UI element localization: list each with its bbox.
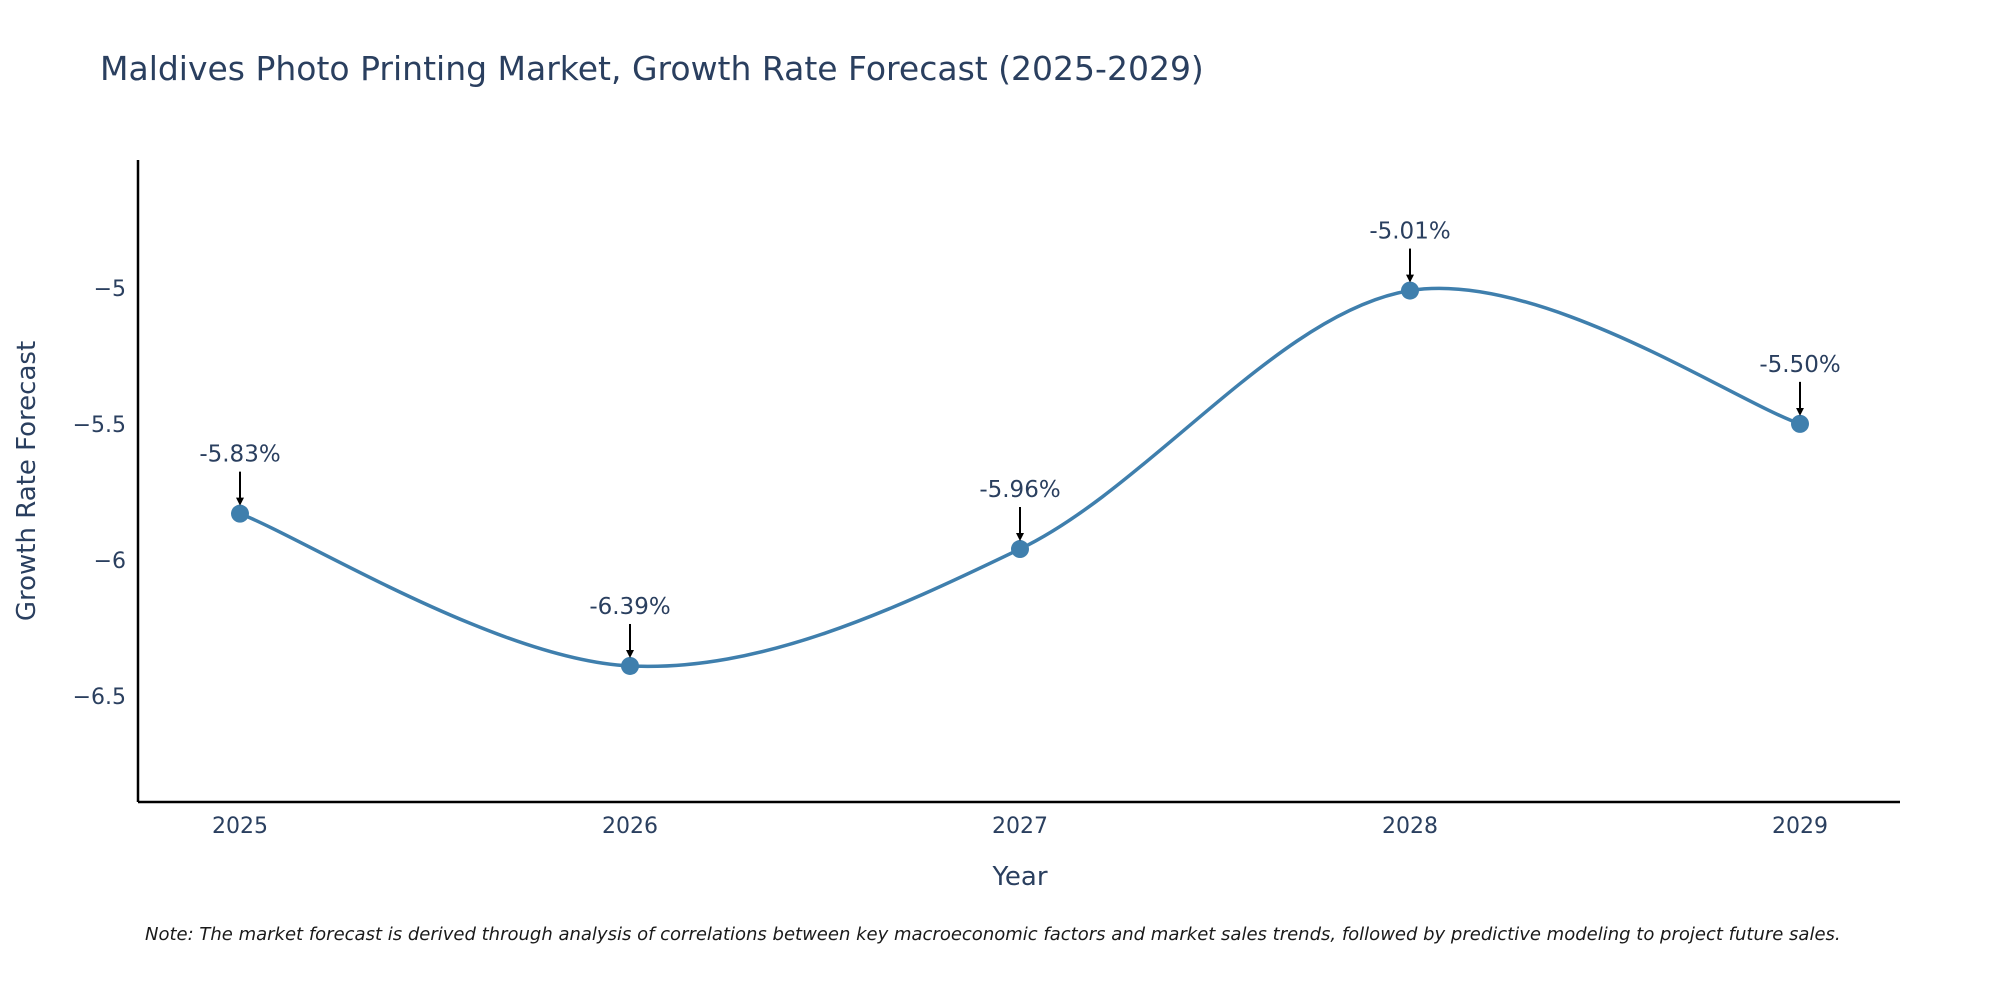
y-axis-title: Growth Rate Forecast bbox=[12, 341, 42, 621]
x-tick-label: 2027 bbox=[992, 814, 1048, 839]
data-point bbox=[1791, 414, 1809, 433]
x-axis-title: Year bbox=[991, 862, 1047, 892]
data-point bbox=[621, 656, 639, 675]
data-point bbox=[1401, 281, 1419, 300]
y-tick-label: −5.5 bbox=[73, 413, 126, 438]
x-tick-label: 2025 bbox=[212, 814, 268, 839]
y-tick-label: −6 bbox=[94, 549, 126, 574]
data-point bbox=[231, 504, 249, 523]
x-tick-label: 2028 bbox=[1382, 814, 1438, 839]
footnote: Note: The market forecast is derived thr… bbox=[145, 924, 1841, 945]
y-tick-label: −5 bbox=[94, 277, 126, 302]
data-point bbox=[1011, 540, 1029, 559]
x-tick-group: 2025 2026 2027 2028 2029 bbox=[212, 814, 1828, 839]
y-tick-label: −6.5 bbox=[73, 685, 126, 710]
chart-title: Maldives Photo Printing Market, Growth R… bbox=[100, 49, 1204, 88]
data-point-group bbox=[231, 281, 1809, 675]
data-label: -5.83% bbox=[199, 442, 280, 468]
y-tick-group: −5 −5.5 −6 −6.5 bbox=[73, 277, 126, 710]
data-label: -5.01% bbox=[1369, 219, 1450, 245]
data-label: -5.50% bbox=[1759, 352, 1840, 378]
x-tick-label: 2026 bbox=[602, 814, 658, 839]
x-tick-label: 2029 bbox=[1772, 814, 1828, 839]
data-label: -6.39% bbox=[589, 594, 670, 620]
annotation-group: -5.83% -6.39% -5.96% -5.01% -5.50% bbox=[199, 219, 1841, 658]
data-label: -5.96% bbox=[979, 477, 1060, 503]
